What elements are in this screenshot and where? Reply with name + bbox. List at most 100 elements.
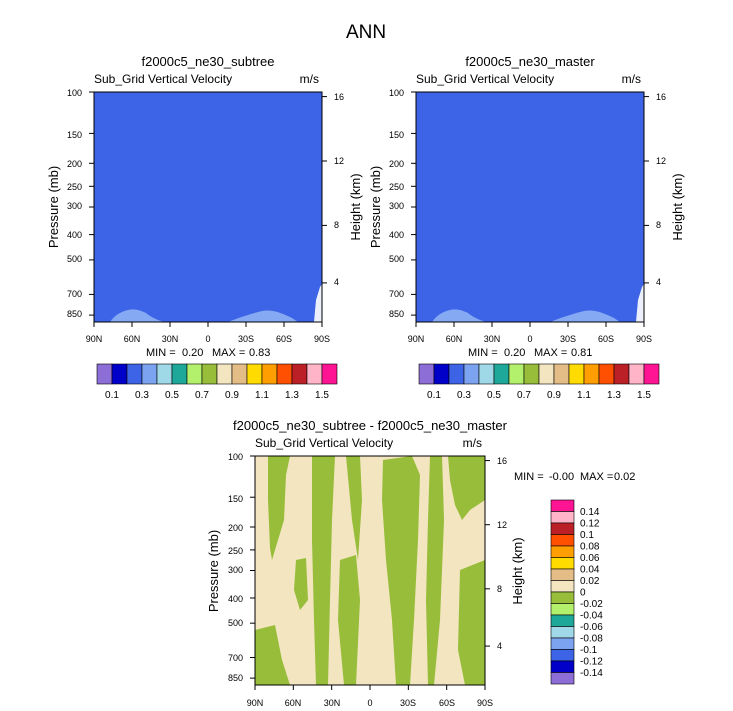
colorbar-label: -0.14 [580, 668, 603, 679]
colorbar-swatch [583, 363, 600, 385]
colorbar-swatch [201, 363, 218, 385]
height-tick-label: 8 [497, 584, 502, 594]
x-tick-label: 30N [484, 334, 501, 344]
y-tick-label: 250 [228, 546, 243, 556]
colorbar-label: 0.02 [580, 576, 600, 587]
x-tick-label: 90N [408, 334, 425, 344]
y-axis-left: 100 150 200 250 300 400 500 700 850 Pres… [206, 452, 243, 683]
colorbar-swatch [141, 363, 158, 385]
min-value: 0.20 [504, 347, 525, 359]
y-tick-label: 850 [389, 309, 404, 319]
colorbar-swatch [550, 637, 575, 650]
colorbar-label: -0.06 [580, 622, 603, 633]
colorbar-swatch [550, 603, 575, 616]
height-tick-label: 12 [656, 156, 666, 166]
panel-subtitle: Sub_Grid Vertical Velocity [255, 436, 393, 450]
max-value: 0.83 [249, 347, 270, 359]
figure-title: ANN [346, 22, 386, 43]
y-tick-label: 400 [389, 230, 404, 240]
field-accent-polar [636, 284, 644, 322]
colorbar-label: 0.5 [165, 390, 179, 401]
y-tick-label: 700 [228, 653, 243, 663]
colorbar-swatch [216, 363, 233, 385]
height-tick-label: 4 [334, 277, 339, 287]
y-tick-label: 500 [67, 254, 82, 264]
y-axis-right: 16 12 8 4 Height (km) [497, 456, 525, 651]
colorbar-swatch [291, 363, 308, 385]
colorbar-swatch [550, 660, 575, 673]
colorbar-swatch [550, 672, 575, 685]
height-tick-label: 12 [334, 156, 344, 166]
y-axis-label: Pressure (mb) [206, 530, 221, 612]
field-fill [94, 92, 322, 322]
colorbar-swatch [550, 580, 575, 593]
colorbar-swatch [643, 363, 660, 385]
height-tick-label: 12 [497, 520, 507, 530]
plot-area [93, 91, 323, 323]
min-label: MIN = [468, 347, 498, 359]
colorbar-swatch [550, 649, 575, 662]
positive-anomaly-regions [255, 456, 485, 685]
units-label: m/s [300, 72, 319, 86]
field-accent-region [312, 456, 335, 685]
colorbar-label: 1.3 [607, 390, 621, 401]
panel-subtitle: Sub_Grid Vertical Velocity [416, 72, 554, 86]
x-tick-label: 60S [598, 334, 614, 344]
height-tick-label: 8 [334, 220, 339, 230]
y-tick-label: 100 [389, 88, 404, 98]
x-axis: 90N 60N 30N 0 30S 60S 90S [247, 698, 493, 708]
field-accent-region [458, 560, 485, 685]
colorbar-label: -0.02 [580, 599, 603, 610]
height-tick-label: 16 [497, 456, 507, 466]
units-label: m/s [463, 436, 482, 450]
colorbar-label: 0.14 [580, 507, 600, 518]
x-axis: 90N 60N 30N 0 30S 60S 90S [408, 334, 652, 344]
colorbar-label: -0.12 [580, 657, 603, 668]
x-tick-label: 90S [477, 698, 493, 708]
x-tick-label: 60N [285, 698, 302, 708]
x-tick-label: 30N [162, 334, 179, 344]
colorbar-label: 0.7 [195, 390, 209, 401]
tick-marks [89, 91, 327, 327]
colorbar-swatch [550, 511, 575, 524]
field-accent-lowlevel [110, 309, 164, 322]
y-tick-label: 500 [228, 618, 243, 628]
colorbar-swatch [550, 591, 575, 604]
height-axis-label: Height (km) [510, 537, 525, 604]
colorbar-swatch [550, 626, 575, 639]
min-value: -0.00 [549, 471, 574, 483]
colorbar-swatch [550, 568, 575, 581]
field-accent-region [448, 456, 485, 520]
x-tick-label: 60S [276, 334, 292, 344]
plot-area [254, 455, 486, 686]
colorbar-swatch [538, 363, 555, 385]
x-tick-label: 60N [124, 334, 141, 344]
y-tick-label: 300 [67, 201, 82, 211]
height-tick-label: 4 [497, 641, 502, 651]
panel-subtree: f2000c5_ne30_subtree Sub_Grid Vertical V… [46, 54, 363, 401]
x-axis: 90N 60N 30N 0 30S 60S 90S [86, 334, 330, 344]
panel-title: f2000c5_ne30_subtree - f2000c5_ne30_mast… [233, 418, 508, 433]
y-tick-label: 700 [67, 289, 82, 299]
y-axis-right: 16 12 8 4 Height (km) [334, 92, 363, 287]
height-tick-label: 16 [656, 92, 666, 102]
colorbar-label: 0.3 [457, 390, 471, 401]
colorbar-swatch [550, 614, 575, 627]
field-accent-region [338, 555, 360, 685]
colorbar-swatch [463, 363, 480, 385]
field-fill [255, 456, 485, 685]
colorbar-label: 1.1 [577, 390, 591, 401]
colorbar-swatch [306, 363, 323, 385]
colorbar-label: 0.1 [580, 530, 594, 541]
colorbar-labels: 0.1 0.3 0.5 0.7 0.9 1.1 1.3 1.5 [427, 390, 651, 401]
y-tick-label: 300 [228, 565, 243, 575]
field-accent-lowlevel [432, 309, 486, 322]
colorbar-label: -0.08 [580, 634, 603, 645]
colorbar-swatch [598, 363, 615, 385]
y-tick-label: 850 [228, 673, 243, 683]
colorbar-swatch [186, 363, 203, 385]
colorbar-swatch [433, 363, 450, 385]
colorbar-label: 0.04 [580, 565, 600, 576]
panel-title: f2000c5_ne30_subtree [141, 54, 274, 69]
